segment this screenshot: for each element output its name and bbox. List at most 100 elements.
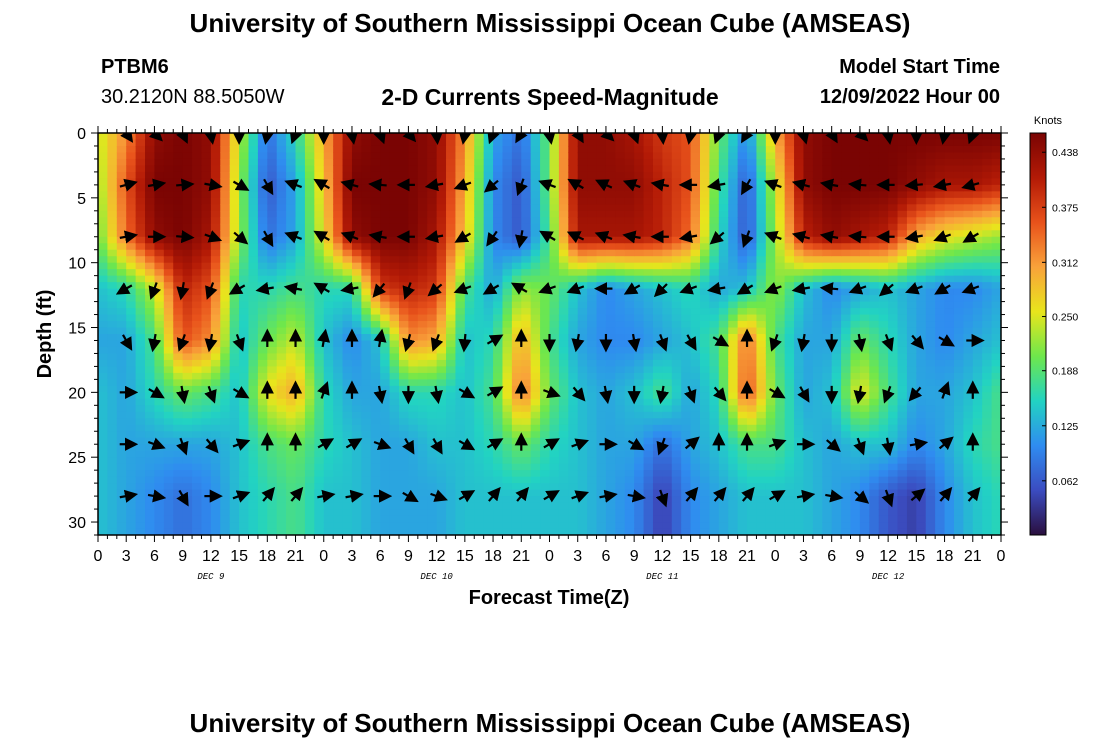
- heat-cell: [342, 405, 353, 413]
- heat-cell: [558, 450, 569, 458]
- heat-cell: [775, 223, 786, 231]
- heat-cell: [126, 509, 137, 517]
- heat-cell: [380, 502, 391, 510]
- heat-cell: [747, 275, 758, 283]
- heat-cell: [116, 321, 127, 329]
- heat-cell: [323, 502, 334, 510]
- heat-cell: [380, 321, 391, 329]
- heat-cell: [286, 522, 297, 530]
- heat-cell: [304, 379, 315, 387]
- heat-cell: [351, 256, 362, 264]
- heat-cell: [681, 314, 692, 322]
- heat-cell: [286, 509, 297, 517]
- heat-cell: [116, 165, 127, 173]
- heat-cell: [718, 515, 729, 523]
- heat-cell: [427, 528, 438, 535]
- heat-cell: [474, 457, 485, 465]
- heat-cell: [229, 301, 240, 309]
- heat-cell: [662, 236, 673, 244]
- heat-cell: [511, 230, 522, 238]
- heat-cell: [737, 515, 748, 523]
- heat-cell: [652, 424, 663, 432]
- heat-cell: [248, 424, 259, 432]
- heat-cell: [521, 379, 532, 387]
- heat-cell: [831, 509, 842, 517]
- heat-cell: [417, 379, 428, 387]
- heat-cell: [182, 353, 193, 361]
- heat-cell: [446, 145, 457, 154]
- heat-cell: [295, 476, 306, 484]
- heat-cell: [145, 217, 156, 225]
- heat-cell: [624, 152, 635, 160]
- heat-cell: [671, 496, 682, 504]
- heat-cell: [107, 321, 118, 329]
- heat-cell: [493, 301, 504, 309]
- heat-cell: [163, 204, 174, 212]
- heat-cell: [370, 139, 381, 147]
- heat-cell: [822, 463, 833, 471]
- heat-cell: [248, 450, 259, 458]
- heat-cell: [831, 379, 842, 387]
- heat-cell: [511, 301, 522, 309]
- heat-cell: [521, 463, 532, 471]
- heat-cell: [493, 431, 504, 439]
- heat-cell: [700, 353, 711, 361]
- heat-cell: [568, 171, 579, 179]
- heat-cell: [257, 262, 268, 270]
- heat-cell: [399, 502, 410, 510]
- heat-cell: [587, 372, 598, 380]
- heat-cell: [709, 424, 720, 432]
- heat-cell: [831, 418, 842, 426]
- heat-cell: [436, 321, 447, 329]
- heat-cell: [154, 327, 165, 335]
- heat-cell: [295, 470, 306, 478]
- heat-cell: [784, 528, 795, 535]
- heat-cell: [587, 184, 598, 192]
- heat-cell: [587, 398, 598, 406]
- heat-cell: [239, 223, 250, 231]
- heat-cell: [239, 249, 250, 257]
- heat-cell: [154, 340, 165, 348]
- heat-cell: [210, 223, 221, 231]
- heat-cell: [351, 217, 362, 225]
- heat-cell: [126, 249, 137, 257]
- heat-cell: [558, 158, 569, 167]
- heat-cell: [399, 515, 410, 523]
- heat-cell: [784, 483, 795, 491]
- heat-cell: [803, 184, 814, 192]
- heat-cell: [380, 145, 391, 154]
- heat-cell: [116, 275, 127, 283]
- heat-cell: [163, 359, 174, 368]
- heat-cell: [229, 223, 240, 231]
- heat-cell: [370, 346, 381, 355]
- heat-cell: [511, 210, 522, 218]
- heat-cell: [841, 165, 852, 173]
- heat-cell: [737, 424, 748, 432]
- heat-cell: [718, 346, 729, 355]
- heat-cell: [333, 139, 344, 147]
- heat-cell: [474, 444, 485, 452]
- heat-cell: [455, 197, 466, 205]
- heat-cell: [333, 243, 344, 251]
- heat-cell: [643, 178, 654, 186]
- heat-cell: [286, 204, 297, 212]
- heat-cell: [521, 327, 532, 335]
- heat-cell: [145, 204, 156, 212]
- heat-cell: [775, 496, 786, 504]
- heat-cell: [173, 496, 184, 504]
- heat-cell: [502, 496, 513, 504]
- heat-cell: [304, 210, 315, 218]
- heat-cell: [530, 178, 541, 186]
- heat-cell: [765, 314, 776, 322]
- heat-cell: [229, 392, 240, 400]
- heat-cell: [605, 295, 616, 303]
- heat-cell: [568, 139, 579, 147]
- heat-cell: [568, 334, 579, 342]
- heat-cell: [370, 197, 381, 205]
- heat-cell: [173, 275, 184, 283]
- heat-cell: [286, 372, 297, 380]
- heat-cell: [747, 308, 758, 316]
- heat-cell: [568, 152, 579, 160]
- heat-cell: [587, 223, 598, 231]
- heat-cell: [634, 366, 645, 374]
